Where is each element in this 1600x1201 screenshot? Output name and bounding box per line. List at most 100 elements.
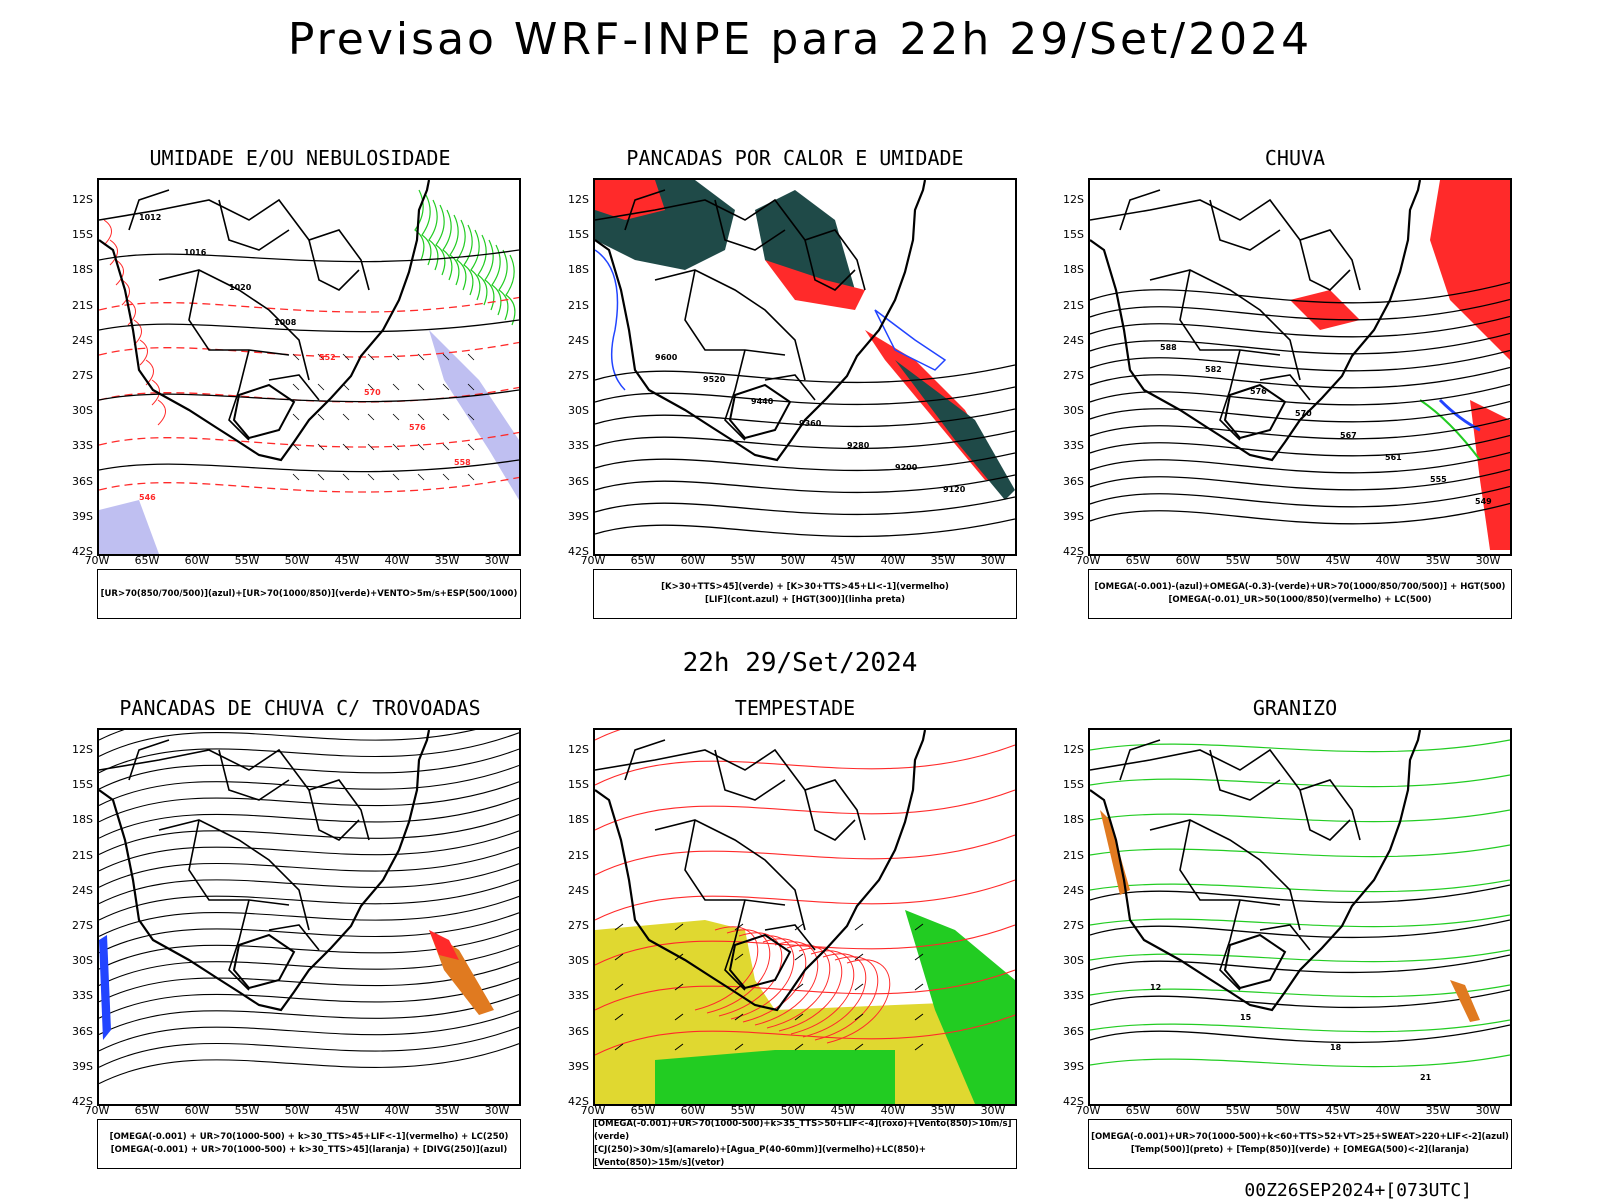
uruguay-border (232, 933, 296, 990)
hgt500-contour (1090, 383, 1510, 406)
legend-granizo: [OMEGA(-0.001)+UR>70(1000-500)+k<60+TTS>… (1088, 1119, 1512, 1169)
humidity-contour-red (133, 319, 142, 346)
hgt500-contour (1090, 451, 1510, 474)
wind-vector (442, 413, 450, 421)
country-border (1179, 269, 1281, 356)
wind-vector (614, 983, 624, 991)
lc850-streamline (730, 935, 795, 1020)
lc250-streamline (99, 730, 476, 757)
country-border (804, 239, 856, 291)
humidity-contour-red (151, 379, 160, 406)
lc850-streamline (802, 953, 867, 1038)
contour-label: 9200 (895, 463, 918, 472)
wind-vector (442, 383, 450, 391)
humidity-contour-green (505, 254, 516, 326)
thickness-contour-red (99, 341, 519, 358)
lat-tick-label: 18S (568, 263, 589, 277)
lon-tick-label: 50W (284, 1104, 310, 1117)
humidity-contour-green (435, 204, 446, 276)
contour-label: 21 (1420, 1073, 1432, 1082)
lat-tick-label: 21S (72, 848, 93, 862)
wind-vector (292, 383, 300, 391)
thickness-contour-red (99, 296, 519, 313)
lat-tick-label: 39S (568, 509, 589, 523)
humidity-contour-red (103, 219, 112, 246)
lat-tick-label: 33S (568, 989, 589, 1003)
lon-tick-label: 65W (630, 554, 656, 567)
humidity-contour-green (477, 234, 488, 306)
lc250-streamline (99, 1026, 519, 1068)
lc850-streamline (754, 941, 819, 1026)
lc850-streamline (694, 926, 759, 1011)
country-border (624, 739, 666, 781)
hgt300-contour (595, 452, 1015, 471)
wind-vector (317, 353, 325, 361)
lc850-streamline (826, 959, 891, 1044)
omega-contour-green (1419, 399, 1481, 461)
wind-vector (367, 353, 375, 361)
country-border (714, 199, 786, 251)
rain-area-red (1430, 180, 1510, 360)
temp850-contour (1090, 774, 1510, 788)
wind850-area-green (905, 910, 1015, 1104)
thickness-contour-red (99, 476, 519, 493)
lon-tick-label: 35W (1425, 554, 1451, 567)
wind-vector (392, 443, 400, 451)
lon-tick-label: 30W (1475, 554, 1501, 567)
country-border (99, 748, 370, 841)
rain-area-red (1290, 290, 1360, 330)
country-border (1149, 269, 1301, 381)
country-border (268, 924, 320, 951)
lat-tick-label: 24S (72, 333, 93, 347)
temp500-contour (1090, 954, 1510, 973)
wind850-area-green (655, 1050, 895, 1104)
wind-vector (317, 413, 325, 421)
lc250-streamline (99, 994, 519, 1036)
lat-tick-label: 27S (72, 369, 93, 382)
country-border (128, 189, 170, 231)
lat-tick-label: 15S (568, 778, 589, 792)
hgt300-contour (595, 408, 1015, 427)
country-border (268, 374, 320, 401)
legend-line: [CJ(250)>30m/s](amarelo)+[Agua_P(40-60mm… (594, 1145, 927, 1168)
lon-tick-label: 55W (234, 1104, 260, 1117)
lat-tick-label: 24S (568, 333, 589, 347)
wind-vector (392, 413, 400, 421)
lon-tick-label: 45W (830, 554, 856, 567)
mid-date-label: 22h 29/Set/2024 (682, 648, 918, 678)
lat-tick-label: 18S (1063, 263, 1084, 277)
lon-tick-label: 30W (484, 1104, 510, 1117)
lon-tick-label: 35W (930, 1104, 956, 1117)
country-border (99, 198, 370, 291)
panel-title-chuva: CHUVA (1264, 146, 1326, 170)
pressure-contour (99, 319, 519, 333)
uruguay-border (232, 383, 296, 440)
pressure-contour (99, 249, 519, 263)
wind-vector (467, 443, 475, 451)
lat-tick-label: 21S (568, 848, 589, 862)
pressure-contour (99, 389, 519, 403)
lc850-streamline (595, 924, 1015, 966)
country-border (1259, 924, 1311, 951)
map-tempestade (593, 728, 1017, 1106)
contour-label: 582 (1205, 365, 1222, 374)
coastline (1090, 730, 1422, 1012)
lon-tick-label: 55W (730, 554, 756, 567)
lat-tick-label: 27S (1063, 369, 1084, 382)
lat-tick-label: 12S (72, 743, 93, 756)
contour-label: 552 (319, 353, 336, 362)
lon-tick-label: 55W (1225, 1104, 1251, 1117)
temp850-contour (1090, 1054, 1510, 1068)
legend-line: [OMEGA(-0.001)+UR>70(1000-500)+k<60+TTS>… (1091, 1132, 1509, 1142)
hgt500-contour (1090, 281, 1510, 304)
lon-tick-label: 55W (730, 1104, 756, 1117)
contour-label: 588 (1160, 343, 1177, 352)
wind-vector (317, 443, 325, 451)
country-border (188, 819, 290, 906)
lon-tick-label: 60W (1175, 554, 1201, 567)
temp850-contour (1090, 844, 1510, 858)
lif-contour (874, 309, 947, 371)
lat-tick-label: 39S (72, 509, 93, 523)
lc250-streamline (99, 1010, 519, 1052)
lon-tick-label: 55W (234, 554, 260, 567)
